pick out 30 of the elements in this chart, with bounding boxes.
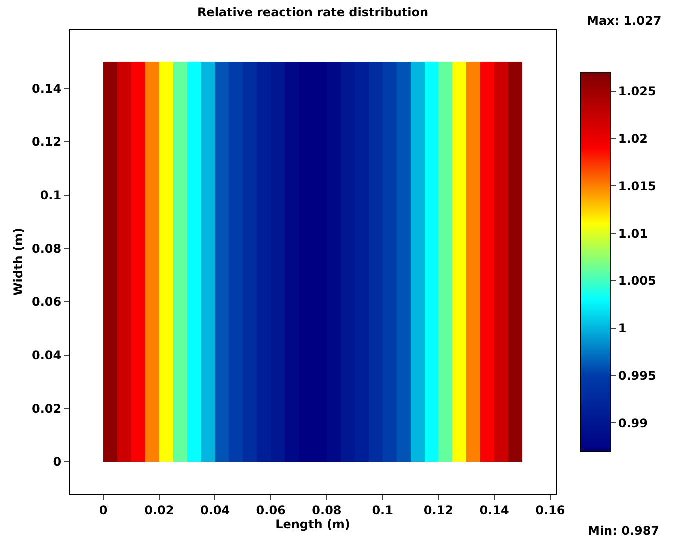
- x-axis-title: Length (m): [276, 517, 350, 532]
- x-tick-label: 0: [99, 503, 108, 518]
- color-bar-label: 1.015: [618, 179, 656, 194]
- color-bar-label: 1: [618, 322, 627, 336]
- y-tick-label: 0: [53, 455, 62, 470]
- color-bar-label: 0.995: [618, 368, 656, 383]
- color-bar-label: 0.99: [618, 416, 648, 430]
- y-tick-label: 0.08: [32, 242, 62, 256]
- x-tick-label: 0.02: [144, 503, 174, 518]
- chart-title: Relative reaction rate distribution: [197, 6, 429, 20]
- x-tick-label: 0.12: [424, 503, 454, 518]
- y-tick-label: 0.14: [32, 82, 62, 96]
- text: Min: 0.987: [588, 524, 660, 538]
- y-tick-label: 0.06: [32, 295, 62, 310]
- x-tick-label: 0.06: [256, 503, 286, 518]
- color-bar-label: 1.005: [618, 274, 656, 288]
- y-tick-label: 0.1: [40, 188, 62, 203]
- color-bar-label: 1.01: [618, 226, 648, 241]
- text: Max: 1.027: [587, 14, 662, 28]
- y-tick-label: 0.12: [32, 135, 62, 150]
- x-tick-label: 0.1: [372, 503, 394, 518]
- x-tick-label: 0.14: [480, 503, 510, 518]
- y-tick-label: 0.04: [32, 348, 62, 363]
- x-tick-label: 0.04: [200, 503, 230, 518]
- color-bar-label: 1.025: [618, 84, 656, 99]
- x-tick-label: 0.16: [536, 503, 566, 518]
- x-tick-label: 0.08: [312, 503, 342, 518]
- y-tick-label: 0.02: [32, 402, 62, 416]
- y-axis-title: Width (m): [11, 228, 26, 296]
- color-bar-label: 1.02: [618, 132, 648, 146]
